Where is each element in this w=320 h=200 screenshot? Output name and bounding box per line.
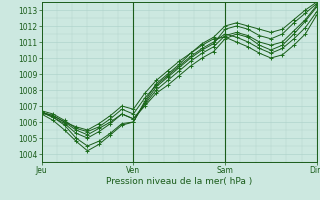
X-axis label: Pression niveau de la mer( hPa ): Pression niveau de la mer( hPa ) [106, 177, 252, 186]
